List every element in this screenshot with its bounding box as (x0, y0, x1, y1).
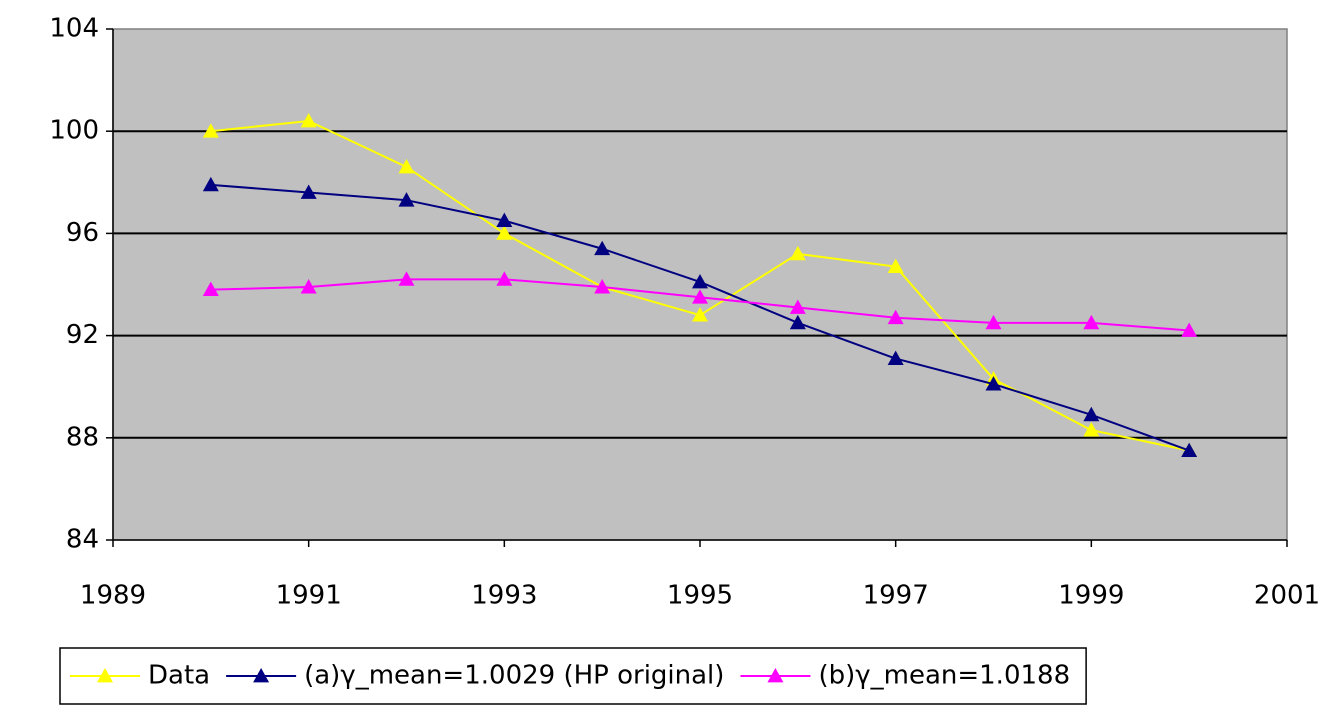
y-tick-label: 96 (66, 218, 99, 248)
data-point (496, 225, 513, 240)
x-tick-label: 1997 (863, 581, 929, 611)
data-point (202, 176, 219, 192)
y-tick-label: 100 (49, 116, 99, 146)
data-point (692, 289, 708, 304)
data-point (692, 307, 708, 322)
data-point (398, 192, 415, 207)
data-point (398, 158, 415, 174)
data-point (1083, 406, 1100, 422)
data-point (789, 299, 806, 314)
data-point (887, 258, 904, 274)
legend-marker (97, 668, 113, 683)
data-point (692, 273, 708, 289)
data-point (594, 240, 611, 256)
data-point (202, 281, 219, 297)
data-point (1083, 422, 1100, 437)
legend-label: (b)γ_mean=1.0188 (818, 661, 1070, 691)
x-tick-label: 1995 (667, 581, 733, 611)
x-tick-label: 2001 (1254, 581, 1320, 611)
y-tick-label: 92 (66, 320, 99, 350)
legend-marker (767, 668, 784, 683)
data-point (985, 314, 1002, 330)
x-tick-label: 1991 (276, 581, 342, 611)
x-tick-label: 1993 (471, 581, 537, 611)
data-point (496, 271, 513, 286)
x-tick-label: 1999 (1058, 581, 1124, 611)
data-point (789, 245, 806, 261)
legend-marker (253, 668, 270, 683)
data-point (300, 112, 317, 128)
data-point (1181, 322, 1198, 337)
data-point (887, 350, 904, 365)
legend-label: Data (148, 661, 210, 691)
data-point (202, 123, 219, 138)
data-point (1181, 442, 1198, 457)
y-tick-label: 88 (66, 422, 99, 452)
data-point (789, 314, 806, 330)
y-tick-label: 84 (66, 525, 99, 555)
y-tick-label: 104 (49, 14, 99, 44)
data-point (300, 279, 317, 294)
legend-label: (a)γ_mean=1.0029 (HP original) (304, 661, 724, 691)
data-point (496, 212, 513, 228)
data-point (594, 279, 611, 294)
x-tick-label: 1989 (80, 581, 146, 611)
data-point (300, 184, 317, 199)
data-point (398, 271, 415, 286)
data-point (1083, 314, 1100, 330)
data-point (985, 376, 1002, 391)
data-point (887, 309, 904, 325)
